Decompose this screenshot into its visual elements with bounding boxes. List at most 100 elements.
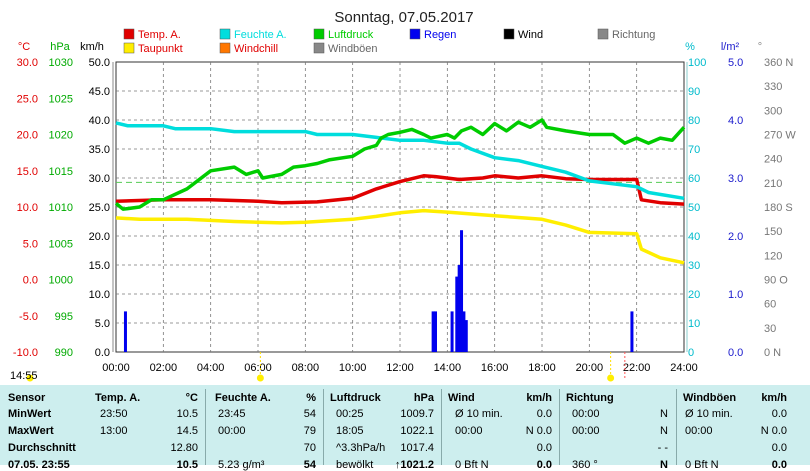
stats-separator [323,389,324,465]
y-tick-hpa: 1005 [49,238,73,250]
series-line-taupunkt [115,208,685,265]
y-tick-pct: 10 [688,318,700,330]
y-tick-deg: 360 N [764,57,793,69]
stats-cell: 79 [303,425,316,437]
stats-separator [205,389,206,465]
y-tick-deg: 30 [764,323,776,335]
y-tick-hpa: 990 [55,347,73,359]
stats-header: Richtung [566,392,614,404]
y-tick-hpa: 1010 [49,202,73,214]
stats-cell: 0 Bft N [685,459,719,471]
stats-cell: 00:00 [572,408,600,420]
stats-cell: 5.23 g/m³ [218,459,265,471]
stats-separator [559,389,560,465]
y-tick-hpa: 1020 [49,130,73,142]
stats-row-label: MinWert [8,408,52,420]
stats-cell: - - [657,442,668,454]
y-tick-pct: 0 [688,347,694,359]
legend-label: Wind [518,29,543,41]
stats-separator [676,389,677,465]
y-tick-kmh: 45.0 [89,86,110,98]
marker-dot-yellow [256,374,264,382]
rain-bar [455,276,459,352]
y-tick-temp: -5.0 [19,311,38,323]
stats-panel: Sensor Temp. A. °C Feuchte A.% Luftdruck hPa W… [0,385,810,471]
y-tick-temp: -10.0 [13,347,38,359]
y-tick-pct: 70 [688,144,700,156]
y-tick-deg: 180 S [764,202,793,214]
stats-cell: 0.0 [771,459,787,471]
y-tick-temp: 0.0 [23,275,38,287]
stats-cell: 54 [303,408,316,420]
stats-header: km/h [761,392,787,404]
stats-header: Temp. A. [95,392,141,404]
y-tick-lm2: 0.0 [728,347,743,359]
stats-header: Feuchte A. [215,392,271,404]
stats-cell: 13:00 [100,425,128,437]
stats-cell: N 0.0 [525,425,552,437]
rain-bar [464,320,468,352]
legend-label: Temp. A. [138,29,181,41]
legend-label: Regen [424,29,456,41]
stats-cell: bewölkt [336,459,374,471]
y-tick-deg: 90 O [764,275,788,287]
y-tick-kmh: 0.0 [95,347,110,359]
stats-header: Luftdruck [330,392,381,404]
rain-bars [123,230,634,352]
stats-row-label: 07.05. 23:55 [8,459,70,471]
x-tick: 12:00 [386,362,414,374]
stats-cell: 00:25 [336,408,364,420]
legend-label: Richtung [612,29,655,41]
y-tick-lm2: 3.0 [728,173,743,185]
rain-bar [434,311,437,352]
stats-cell: 18:05 [336,425,364,437]
stats-cell: 360 ° [572,459,598,471]
stats-cell: 0.0 [771,442,787,454]
y-tick-hpa: 995 [55,311,73,323]
y-tick-hpa: 1025 [49,93,73,105]
series-line-temp-a- [115,174,685,206]
stats-cell: 1009.7 [400,408,434,420]
x-tick: 14:00 [434,362,462,374]
y-tick-kmh: 10.0 [89,289,110,301]
y-tick-deg: 270 W [764,130,796,142]
y-axis-ticks: 30.025.020.015.010.05.00.0-5.0-10.010301… [13,57,796,359]
y-tick-pct: 50 [688,202,700,214]
y-tick-pct: 20 [688,289,700,301]
y-tick-lm2: 2.0 [728,231,743,243]
y-tick-kmh: 35.0 [89,144,110,156]
stats-cell: 00:00 [218,425,246,437]
stats-cell: N [660,459,668,471]
stats-cell: 0 Bft N [455,459,489,471]
y-tick-lm2: 1.0 [728,289,743,301]
x-axis-ticks: 00:00 02:00 04:00 06:00 08:00 10:00 12:00 14:00… [102,362,698,374]
legend-swatch [219,28,231,40]
y-tick-kmh: 15.0 [89,260,110,272]
y-tick-kmh: 20.0 [89,231,110,243]
stats-header: °C [185,392,198,404]
legend-swatch [123,28,135,40]
y-tick-hpa: 1015 [49,166,73,178]
rain-bar [450,311,454,352]
series-line-feuchte-a- [115,121,685,201]
chart-title: Sonntag, 07.05.2017 [334,9,473,26]
stats-cell: 00:00 [572,425,600,437]
axis-unit-kmh: km/h [80,41,104,53]
y-tick-kmh: 30.0 [89,173,110,185]
y-tick-temp: 15.0 [17,166,38,178]
legend-swatch [313,42,325,54]
stats-header: hPa [413,392,434,404]
y-tick-hpa: 1030 [49,57,73,69]
axis-units: °C hPa km/h% l/m² ° [18,41,762,53]
marker-dot-yellow [607,374,615,382]
stats-cell: 0.0 [771,408,787,420]
series-line-luftdruck [114,118,686,211]
y-tick-deg: 60 [764,299,776,311]
time-stamp: 14:55 [10,370,38,382]
y-tick-kmh: 5.0 [95,318,110,330]
y-tick-pct: 40 [688,231,700,243]
axis-unit-deg: ° [758,41,762,53]
stats-cell: ^3.3hPa/h [336,442,386,454]
stats-cell: 14.5 [176,425,198,437]
x-tick: 18:00 [528,362,556,374]
